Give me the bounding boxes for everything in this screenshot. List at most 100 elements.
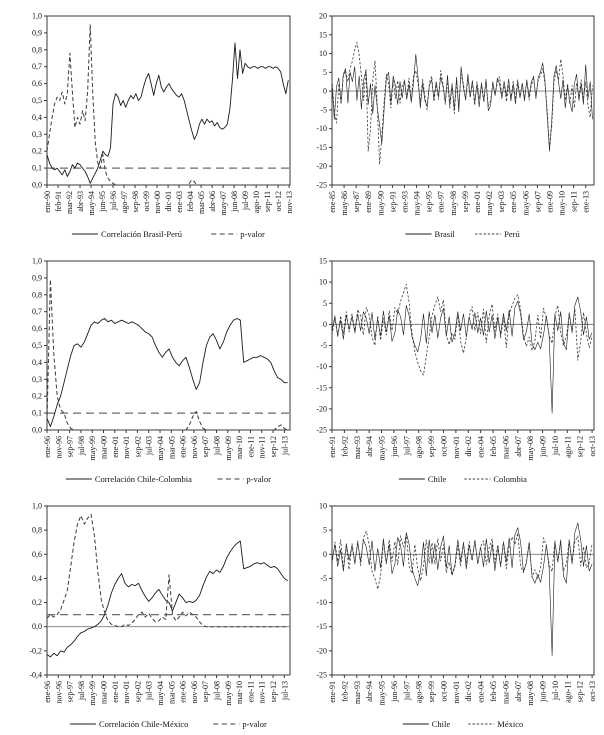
series-dashed bbox=[331, 41, 593, 165]
x-tick-label: oct-13 bbox=[588, 436, 597, 456]
x-tick-label: oct-13 bbox=[588, 681, 597, 701]
x-tick-label: sep-95 bbox=[425, 191, 434, 212]
series-dashed bbox=[331, 530, 593, 590]
x-tick-label: ene-97 bbox=[437, 191, 446, 213]
y-axis: 1,0 0,9 0,8 0,7 0,6 0,5 0,4 0,3 0,2 0,1 0,0 bbox=[32, 257, 47, 435]
series-solid bbox=[331, 522, 593, 656]
y-tick-label: 10 bbox=[319, 49, 327, 58]
y-tick-label: 0,1 bbox=[32, 164, 42, 173]
y-tick-label: -20 bbox=[316, 162, 327, 171]
y-tick-label: 5 bbox=[323, 299, 327, 308]
legend-label: Correlación Chile-Colombia bbox=[95, 474, 192, 484]
series-solid bbox=[46, 42, 289, 184]
y-tick-label: 0,8 bbox=[32, 526, 42, 535]
y-tick-label: 0,0 bbox=[32, 181, 42, 190]
x-tick-label: mar-00 bbox=[100, 681, 109, 704]
legend-label: México bbox=[497, 719, 523, 729]
x-tick-label: mar-00 bbox=[100, 436, 109, 459]
y-tick-label: 0,9 bbox=[32, 28, 42, 37]
x-axis: ene-96 nov-96 sep-97 jul-98 may-99 mar-00 ene-… bbox=[43, 430, 289, 460]
x-tick-label: may-04 bbox=[156, 436, 165, 460]
y-tick-label: 15 bbox=[319, 30, 327, 39]
plot-border bbox=[46, 15, 291, 186]
x-tick-label: sep-99 bbox=[461, 191, 470, 212]
y-tick-label: 0,2 bbox=[32, 392, 42, 401]
x-tick-label: nov-11 bbox=[258, 436, 267, 458]
x-tick-label: sep-03 bbox=[497, 191, 506, 212]
legend-label: Brasil bbox=[435, 229, 456, 239]
x-tick-label: oct-99 bbox=[142, 191, 151, 211]
x-tick-label: nov-13 bbox=[285, 191, 294, 214]
x-tick-label: may-98 bbox=[449, 191, 458, 215]
x-tick-label: jul-03 bbox=[145, 436, 154, 456]
y-tick-label: 0,7 bbox=[32, 62, 42, 71]
y-tick-label: 15 bbox=[319, 257, 327, 266]
series-solid bbox=[331, 53, 593, 152]
x-tick-label: abr-93 bbox=[76, 191, 85, 212]
x-tick-label: jul-03 bbox=[145, 681, 154, 701]
chart-correlacion-brasil-peru: 1,0 0,9 0,8 0,7 0,6 0,5 0,4 0,3 0,2 0,1 0,0 ene-90 f… bbox=[0, 0, 302, 245]
legend-label: Chile bbox=[428, 474, 447, 484]
y-tick-label: 1,0 bbox=[32, 12, 42, 21]
y-tick-label: 0,7 bbox=[32, 307, 42, 316]
x-tick-label: jul-96 bbox=[109, 191, 118, 211]
x-tick-label: jun-08 bbox=[230, 191, 239, 213]
x-tick-label: nov-06 bbox=[190, 681, 199, 704]
x-tick-label: may-95 bbox=[378, 681, 387, 705]
legend: Chile Colombia bbox=[398, 474, 527, 484]
x-axis: ene-91 feb-92 mar-93 abr-94 may-95 jun-96 jul-… bbox=[328, 430, 597, 460]
x-tick-label: jun-09 bbox=[539, 681, 548, 703]
y-tick-label: -10 bbox=[316, 124, 327, 133]
x-tick-label: ene-90 bbox=[43, 191, 52, 213]
y-tick-label: 10 bbox=[319, 278, 327, 287]
y-tick-label: -10 bbox=[316, 598, 327, 607]
chart-retornos-brasil-peru: 20 15 10 5 0 -5 -10 -15 -20 -25 ene-85 may-86 sep-87… bbox=[302, 0, 604, 245]
series-dashed bbox=[46, 24, 289, 186]
x-tick-label: mar-92 bbox=[65, 191, 74, 214]
x-tick-label: jul-08 bbox=[213, 681, 222, 701]
y-tick-label: 0,0 bbox=[32, 426, 42, 435]
x-tick-label: ene-04 bbox=[477, 436, 486, 458]
x-tick-label: jul-98 bbox=[77, 681, 86, 701]
y-tick-label: -20 bbox=[316, 404, 327, 413]
x-tick-label: may-08 bbox=[526, 681, 535, 705]
y-tick-label: 0,1 bbox=[32, 409, 42, 418]
legend-label: Perú bbox=[504, 229, 520, 239]
x-tick-label: may-99 bbox=[88, 681, 97, 705]
plot-border bbox=[331, 260, 595, 431]
x-tick-label: sep-02 bbox=[133, 681, 142, 702]
x-tick-label: mar-06 bbox=[501, 436, 510, 459]
x-tick-label: ene-06 bbox=[179, 436, 188, 458]
chart-retornos-chile-colombia: 15 10 5 0 -5 -10 -15 -20 -25 ene-91 feb-92 mar-93 ab… bbox=[302, 245, 604, 490]
chart-retornos-chile-mexico: 10 5 0 -5 -10 -15 -20 -25 ene-91 feb-92 mar-93 abr-… bbox=[302, 490, 604, 735]
x-tick-label: ago-11 bbox=[563, 436, 572, 458]
x-tick-label: may-94 bbox=[413, 191, 422, 215]
y-tick-label: -0,4 bbox=[29, 671, 42, 680]
x-tick-label: sep-99 bbox=[427, 681, 436, 702]
x-tick-label: jun-96 bbox=[390, 436, 399, 458]
x-tick-label: abr-06 bbox=[208, 191, 217, 212]
x-tick-label: nov-01 bbox=[452, 681, 461, 704]
x-tick-label: may-07 bbox=[219, 191, 228, 215]
y-tick-label: -20 bbox=[316, 646, 327, 655]
x-tick-label: sep-98 bbox=[131, 191, 140, 212]
y-axis: 1,0 0,9 0,8 0,7 0,6 0,5 0,4 0,3 0,2 0,1 0,0 bbox=[32, 12, 47, 190]
x-tick-label: ago-11 bbox=[563, 681, 572, 703]
y-tick-label: -5 bbox=[320, 341, 327, 350]
x-tick-label: nov-00 bbox=[153, 191, 162, 214]
y-tick-label: -25 bbox=[316, 426, 327, 435]
y-axis: 20 15 10 5 0 -5 -10 -15 -20 -25 bbox=[316, 12, 332, 190]
plot-border bbox=[331, 505, 595, 676]
x-tick-label: mar-05 bbox=[167, 436, 176, 459]
y-tick-label: 0 bbox=[323, 550, 327, 559]
x-tick-label: ene-13 bbox=[582, 191, 591, 213]
x-tick-label: sep-07 bbox=[533, 191, 542, 212]
x-tick-label: feb-91 bbox=[54, 191, 63, 212]
y-tick-label: -10 bbox=[316, 362, 327, 371]
series-solid bbox=[46, 318, 288, 428]
legend: Brasil Perú bbox=[405, 229, 520, 239]
